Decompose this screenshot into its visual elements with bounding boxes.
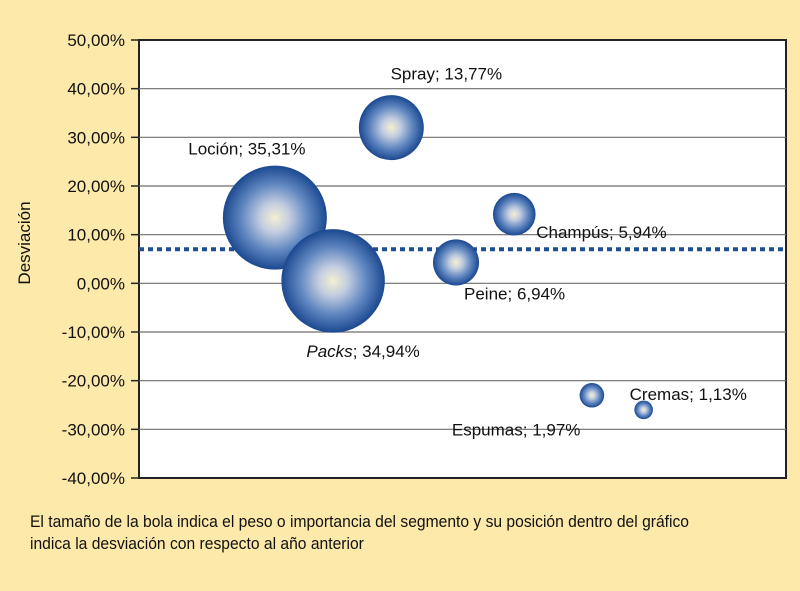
bubble-labels: Loción; 35,31% Packs; 34,94% Spray; 13,77%… <box>188 65 747 440</box>
y-tick-label: -10,00% <box>62 323 125 342</box>
y-tick-label: 20,00% <box>67 177 125 196</box>
bubble-espumas <box>579 382 605 408</box>
y-tick-label: 0,00% <box>77 274 125 293</box>
y-axis-ticks: 50,00% 40,00% 30,00% 20,00% 10,00% 0,00% -10,0… <box>62 31 139 488</box>
bubbles <box>222 95 653 420</box>
y-tick-label: 30,00% <box>67 128 125 147</box>
y-tick-label: 40,00% <box>67 80 125 99</box>
bubble-label-champús: Champús; 5,94% <box>536 223 666 242</box>
bubble-label-cremas: Cremas; 1,13% <box>630 385 747 404</box>
bubble-peine <box>432 239 480 286</box>
y-tick-label: -40,00% <box>62 469 125 488</box>
bubble-cremas <box>634 400 653 420</box>
bubble-label-packs: Packs; 34,94% <box>306 342 419 361</box>
y-tick-label: 10,00% <box>67 226 125 245</box>
bubble-label-loción: Loción; 35,31% <box>188 140 305 159</box>
bubble-champús <box>492 192 536 236</box>
bubble-label-peine: Peine; 6,94% <box>464 284 565 303</box>
bubble-label-spray: Spray; 13,77% <box>391 65 503 84</box>
y-tick-label: -20,00% <box>62 372 125 391</box>
y-axis-label: Desviación <box>15 201 34 284</box>
y-tick-label: 50,00% <box>67 31 125 50</box>
bubble-packs <box>281 229 385 333</box>
bubble-label-espumas: Espumas; 1,97% <box>452 420 581 439</box>
bubble-spray <box>358 95 424 161</box>
y-tick-label: -30,00% <box>62 420 125 439</box>
chart-caption: El tamaño de la bola indica el peso o im… <box>30 512 690 553</box>
